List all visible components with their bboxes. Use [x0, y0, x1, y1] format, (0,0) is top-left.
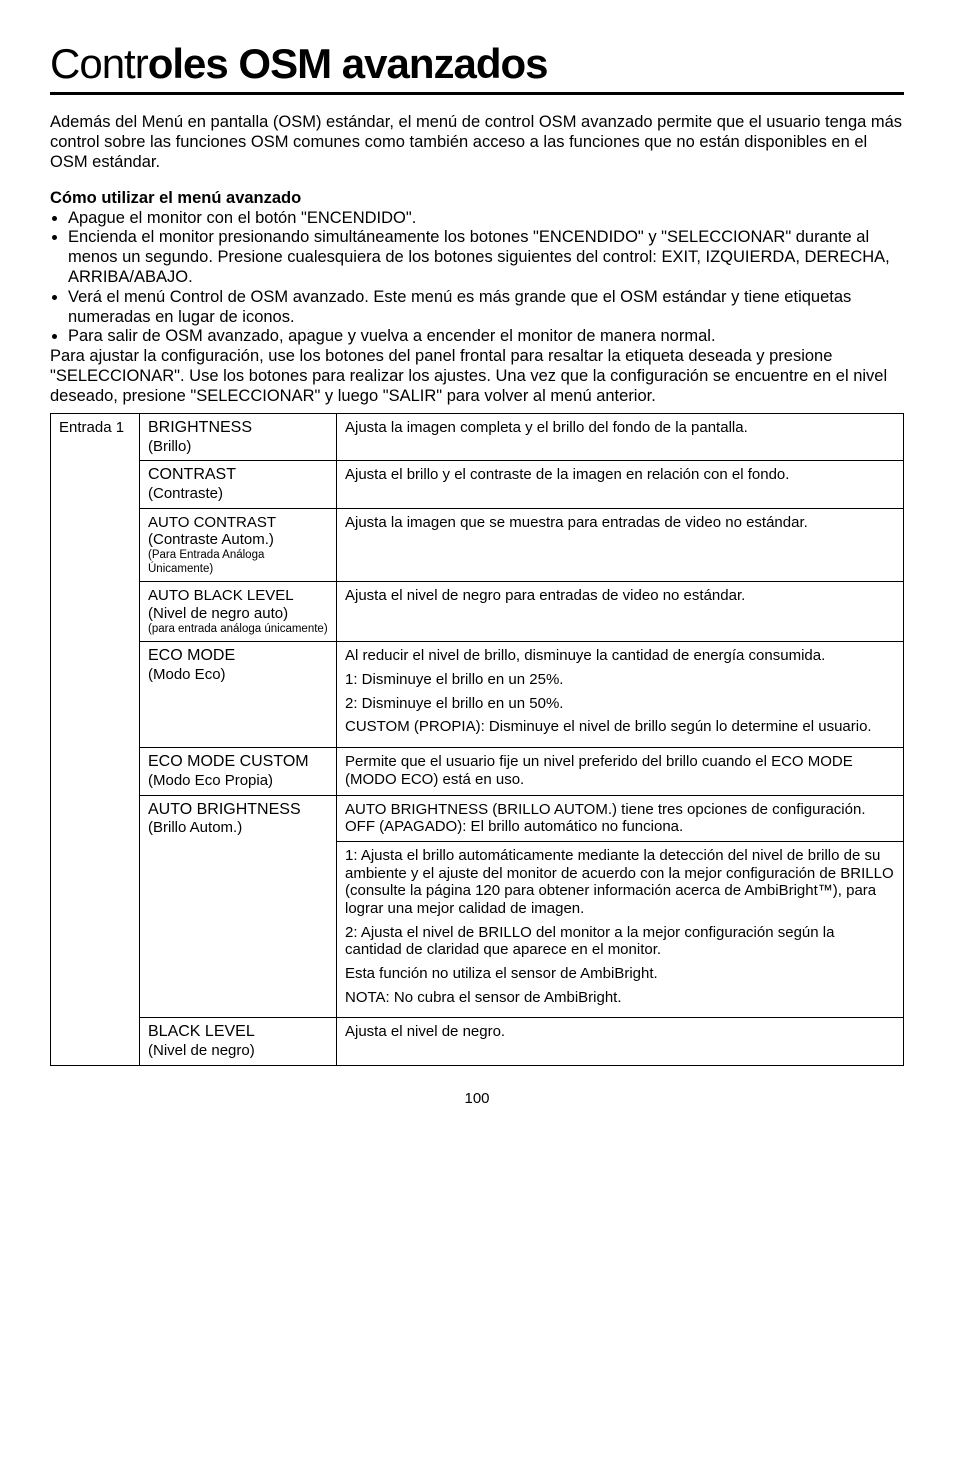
table-row: BLACK LEVEL (Nivel de negro) Ajusta el n…: [51, 1018, 904, 1066]
setting-title: BLACK LEVEL: [148, 1023, 328, 1042]
setting-desc-cell: AUTO BRIGHTNESS (BRILLO AUTOM.) tiene tr…: [337, 795, 904, 841]
setting-name-cell: ECO MODE (Modo Eco): [140, 642, 337, 748]
title-light: Contr: [50, 40, 148, 87]
desc-line: 2: Disminuye el brillo en un 50%.: [345, 695, 895, 713]
setting-title: ECO MODE: [148, 647, 328, 666]
entrada-cell: Entrada 1: [51, 413, 140, 1065]
setting-name-cell: ECO MODE CUSTOM (Modo Eco Propia): [140, 747, 337, 795]
desc-line: 1: Ajusta el brillo automáticamente medi…: [345, 847, 895, 918]
howto-bullet-list: Apague el monitor con el botón "ENCENDID…: [50, 209, 904, 348]
desc-line: Esta función no utiliza el sensor de Amb…: [345, 965, 895, 983]
setting-name-cell: BLACK LEVEL (Nivel de negro): [140, 1018, 337, 1066]
setting-note: (Para Entrada Análoga Únicamente): [148, 549, 328, 576]
setting-subtitle: (Modo Eco Propia): [148, 772, 328, 790]
settings-table: Entrada 1 BRIGHTNESS (Brillo) Ajusta la …: [50, 413, 904, 1066]
desc-line: Al reducir el nivel de brillo, disminuye…: [345, 647, 895, 665]
desc-line: NOTA: No cubra el sensor de AmbiBright.: [345, 989, 895, 1007]
desc-line: 2: Ajusta el nivel de BRILLO del monitor…: [345, 924, 895, 959]
setting-desc-cell: Ajusta el nivel de negro para entradas d…: [337, 582, 904, 642]
desc-line: AUTO BRIGHTNESS (BRILLO AUTOM.) tiene tr…: [345, 801, 895, 819]
desc-line: OFF (APAGADO): El brillo automático no f…: [345, 818, 895, 836]
bullet-item: Para salir de OSM avanzado, apague y vue…: [68, 327, 904, 347]
table-row: CONTRAST (Contraste) Ajusta el brillo y …: [51, 461, 904, 509]
setting-title: AUTO CONTRAST: [148, 514, 328, 532]
bullet-item: Apague el monitor con el botón "ENCENDID…: [68, 209, 904, 229]
setting-subtitle: (Nivel de negro): [148, 1042, 328, 1060]
table-row: Entrada 1 BRIGHTNESS (Brillo) Ajusta la …: [51, 413, 904, 461]
howto-heading: Cómo utilizar el menú avanzado: [50, 189, 904, 209]
table-row: AUTO CONTRAST (Contraste Autom.) (Para E…: [51, 508, 904, 582]
setting-name-cell: AUTO BRIGHTNESS (Brillo Autom.): [140, 795, 337, 1018]
setting-desc-cell: 1: Ajusta el brillo automáticamente medi…: [337, 841, 904, 1018]
page-title: Controles OSM avanzados: [50, 40, 904, 88]
table-row: ECO MODE (Modo Eco) Al reducir el nivel …: [51, 642, 904, 748]
entrada-label: Entrada 1: [59, 419, 124, 436]
setting-title: AUTO BLACK LEVEL: [148, 587, 328, 605]
setting-subtitle: (Brillo Autom.): [148, 819, 328, 837]
title-bold: oles OSM avanzados: [148, 40, 548, 87]
setting-subtitle: (Contraste Autom.): [148, 531, 328, 549]
setting-desc-cell: Ajusta la imagen que se muestra para ent…: [337, 508, 904, 582]
setting-name-cell: BRIGHTNESS (Brillo): [140, 413, 337, 461]
table-row: AUTO BRIGHTNESS (Brillo Autom.) AUTO BRI…: [51, 795, 904, 841]
title-rule: [50, 92, 904, 95]
setting-desc-cell: Ajusta la imagen completa y el brillo de…: [337, 413, 904, 461]
desc-line: 1: Disminuye el brillo en un 25%.: [345, 671, 895, 689]
setting-subtitle: (Nivel de negro auto): [148, 605, 328, 623]
table-row: AUTO BLACK LEVEL (Nivel de negro auto) (…: [51, 582, 904, 642]
setting-name-cell: CONTRAST (Contraste): [140, 461, 337, 509]
setting-desc-cell: Ajusta el brillo y el contraste de la im…: [337, 461, 904, 509]
table-row: ECO MODE CUSTOM (Modo Eco Propia) Permit…: [51, 747, 904, 795]
setting-desc-cell: Permite que el usuario fije un nivel pre…: [337, 747, 904, 795]
bullet-item: Encienda el monitor presionando simultán…: [68, 228, 904, 287]
page-number: 100: [50, 1090, 904, 1107]
bullet-item: Verá el menú Control de OSM avanzado. Es…: [68, 288, 904, 328]
setting-title: AUTO BRIGHTNESS: [148, 801, 328, 820]
setting-subtitle: (Brillo): [148, 438, 328, 456]
setting-title: CONTRAST: [148, 466, 328, 485]
setting-name-cell: AUTO BLACK LEVEL (Nivel de negro auto) (…: [140, 582, 337, 642]
setting-note: (para entrada análoga únicamente): [148, 623, 328, 637]
desc-line: CUSTOM (PROPIA): Disminuye el nivel de b…: [345, 718, 895, 736]
setting-title: BRIGHTNESS: [148, 419, 328, 438]
setting-title: ECO MODE CUSTOM: [148, 753, 328, 772]
setting-desc-cell: Al reducir el nivel de brillo, disminuye…: [337, 642, 904, 748]
setting-subtitle: (Contraste): [148, 485, 328, 503]
setting-subtitle: (Modo Eco): [148, 666, 328, 684]
setting-desc-cell: Ajusta el nivel de negro.: [337, 1018, 904, 1066]
setting-name-cell: AUTO CONTRAST (Contraste Autom.) (Para E…: [140, 508, 337, 582]
intro-paragraph: Además del Menú en pantalla (OSM) estánd…: [50, 113, 904, 172]
after-bullets-paragraph: Para ajustar la configuración, use los b…: [50, 347, 904, 406]
